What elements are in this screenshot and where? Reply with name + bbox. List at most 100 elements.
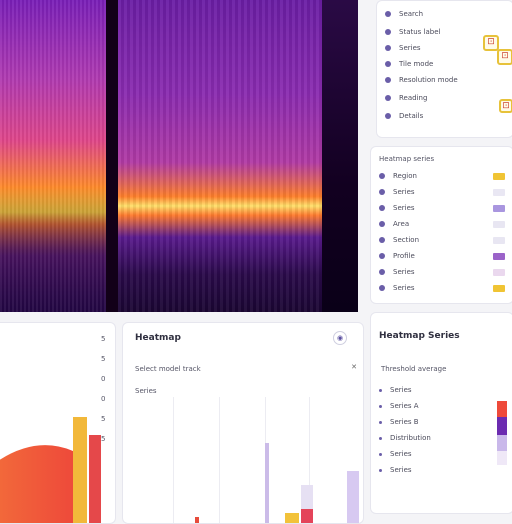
legend-item-label: Series [393,188,415,196]
bullet-icon [385,77,391,83]
panel-subtitle: Threshold average [381,365,447,373]
bullet-icon [379,205,385,211]
list-item-label: Status label [399,28,441,36]
bullet-icon [379,420,382,424]
gridline [219,397,220,523]
legend-item[interactable]: Series [371,281,512,295]
list-item[interactable]: Search [377,7,512,21]
chart-options-icon[interactable]: ◉ [333,331,347,345]
bar-yellow [73,417,87,523]
bullet-icon [379,285,385,291]
list-item[interactable]: Details [377,109,512,123]
list-item[interactable]: Status label [377,25,512,39]
chart-title: Heatmap [135,333,181,343]
legend-item[interactable]: Area [371,217,512,231]
bottom-right-legend-panel: Heatmap Series Threshold average Series S… [370,312,512,514]
legend-item[interactable]: Series [371,265,512,279]
list-item-label: Series [390,466,412,474]
bullet-icon [379,173,385,179]
bullet-icon [385,95,391,101]
scale-swatch [497,451,507,465]
list-item[interactable]: Series A [371,399,512,413]
bullet-icon [379,189,385,195]
tick-label: 5 [101,415,106,423]
chart-bar [265,443,269,523]
bullet-icon [379,436,382,440]
list-item[interactable]: Series [371,447,512,461]
legend-swatch [493,268,505,276]
legend-item[interactable]: Series [371,201,512,215]
list-item[interactable]: Series [377,41,512,55]
legend-item[interactable]: Series [371,185,512,199]
bullet-icon [385,11,391,17]
bullet-icon [385,45,391,51]
chart-bar [347,471,359,523]
list-item[interactable]: Reading [377,91,512,105]
tick-label: 5 [101,335,106,343]
list-item[interactable]: Distribution [371,431,512,445]
tick-label: 5 [101,435,106,443]
heatmap-left-image [0,0,106,312]
list-item[interactable]: Series B [371,415,512,429]
tick-label: 5 [101,355,106,363]
bullet-icon [379,253,385,259]
list-item-label: Tile mode [399,60,434,68]
heatmap-right-image [118,0,322,312]
scale-swatch [497,435,507,451]
legend-item-label: Area [393,220,410,228]
bar-red [89,435,101,523]
bullet-icon [379,388,382,392]
bullet-icon [379,221,385,227]
gridline [173,397,174,523]
legend-item-label: Region [393,172,417,180]
bullet-icon [379,468,382,472]
panel-title: Heatmap Series [379,331,460,341]
legend-item-label: Series [393,268,415,276]
legend-item[interactable]: Region [371,169,512,183]
bottom-middle-chart-panel: Heatmap ◉ Select model track ✕ Series [122,322,364,524]
list-item-label: Series [399,44,421,52]
chart-area [133,397,359,523]
list-item[interactable]: Series [371,383,512,397]
area-shape [0,445,73,523]
legend-swatch [493,188,505,196]
legend-item-label: Section [393,236,420,244]
legend-swatch [493,236,505,244]
legend-item-label: Series [393,204,415,212]
list-item-label: Series [390,386,412,394]
tick-label: 0 [101,395,106,403]
chart-bar [301,509,313,523]
legend-item-label: Series [393,284,415,292]
list-item[interactable]: Series [371,463,512,477]
toggle-icon[interactable]: ⊡ [483,35,499,51]
scale-swatch [497,401,507,417]
list-item-label: Series [390,450,412,458]
heatmap-divider [106,0,118,312]
bullet-icon [385,29,391,35]
toggle-icon[interactable]: ⊡ [497,49,512,65]
bullet-icon [385,61,391,67]
list-item-label: Reading [399,94,428,102]
color-scale [497,401,507,465]
legend-swatch [493,220,505,228]
legend-panel: Heatmap series Region Series Series Area Sec… [370,146,512,304]
toggle-icon[interactable]: ⊡ [499,99,512,113]
chart-subtitle: Select model track [135,365,201,373]
chart-bar [301,485,313,509]
legend-title: Heatmap series [379,155,435,163]
list-item[interactable]: Resolution mode [377,73,512,87]
legend-swatch [493,252,505,260]
legend-item[interactable]: Section [371,233,512,247]
list-item-label: Resolution mode [399,76,458,84]
legend-item[interactable]: Profile [371,249,512,263]
list-item-label: Search [399,10,424,18]
bullet-icon [379,269,385,275]
bottom-left-chart-panel: 5 5 0 0 5 5 [0,322,116,524]
chart-bar [195,517,199,523]
legend-swatch [493,204,505,212]
legend-item-label: Profile [393,252,415,260]
chart-bar [285,513,299,523]
list-item[interactable]: Tile mode [377,57,512,71]
gridline [309,397,310,523]
close-icon[interactable]: ✕ [351,363,357,371]
